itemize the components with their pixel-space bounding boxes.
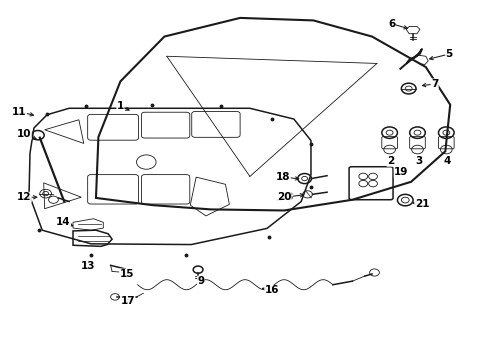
Text: 3: 3 — [416, 156, 422, 166]
Text: 18: 18 — [276, 172, 291, 182]
Text: 10: 10 — [17, 129, 31, 139]
Text: 19: 19 — [394, 167, 409, 177]
Text: 20: 20 — [277, 192, 292, 202]
Text: 17: 17 — [121, 296, 135, 306]
Text: 13: 13 — [80, 261, 95, 271]
Text: 8: 8 — [285, 192, 293, 202]
Text: 21: 21 — [415, 199, 429, 210]
Text: 6: 6 — [388, 19, 395, 29]
Text: 15: 15 — [120, 269, 134, 279]
Text: 9: 9 — [197, 276, 205, 286]
Text: 2: 2 — [387, 156, 394, 166]
Text: 14: 14 — [56, 217, 71, 227]
Text: 7: 7 — [431, 79, 438, 89]
Text: 12: 12 — [17, 192, 31, 202]
Text: 16: 16 — [265, 285, 279, 296]
Text: 1: 1 — [117, 102, 124, 112]
Text: 5: 5 — [445, 49, 453, 59]
Text: 4: 4 — [443, 156, 451, 166]
Text: 11: 11 — [12, 107, 26, 117]
